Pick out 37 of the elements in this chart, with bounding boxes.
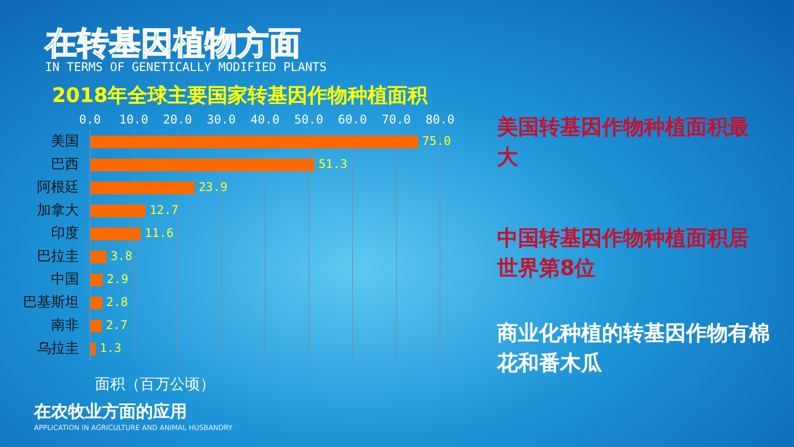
data-label: 2.7	[106, 318, 128, 332]
data-label: 11.6	[144, 226, 174, 240]
y-tick-label: 南非	[51, 318, 79, 334]
x-tick-label: 50.0	[294, 112, 324, 126]
data-label: 23.9	[198, 180, 228, 194]
data-label: 75.0	[422, 134, 452, 148]
x-tick-label: 80.0	[426, 112, 454, 126]
x-tick-label: 10.0	[119, 112, 148, 126]
x-tick-label: 30.0	[206, 112, 236, 126]
x-tick-label: 20.0	[163, 112, 192, 126]
chart-title: 2018年全球主要国家转基因作物种植面积	[52, 82, 428, 109]
y-tick-label: 中国	[51, 272, 79, 288]
y-tick-label: 巴基斯坦	[23, 294, 79, 311]
text: 商业化种植的转基因作物有棉花和番木瓜	[497, 320, 771, 377]
y-tick-label: 印度	[51, 226, 79, 242]
text: 中国转基因作物种植面积居世界第8位	[497, 225, 750, 282]
x-tick-label: 60.0	[338, 112, 367, 126]
x-axis-title: 面积（百万公顷）	[95, 375, 215, 394]
text: 在转基因植物方面	[45, 23, 301, 62]
x-tick-label: 0.0	[79, 112, 101, 126]
data-label: 12.7	[150, 203, 178, 218]
y-tick-label: 巴拉圭	[37, 248, 79, 265]
text: IN TERMS OF GENETICALLY MODIFIED PLANTS	[45, 60, 327, 74]
y-tick-label: 阿根廷	[37, 180, 79, 196]
data-label: 3.8	[110, 249, 132, 264]
x-tick-label: 70.0	[382, 112, 411, 126]
data-label: 2.8	[106, 295, 128, 310]
x-tick-label: 40.0	[250, 112, 280, 126]
y-tick-label: 美国	[51, 134, 79, 150]
y-tick-label: 乌拉圭	[37, 340, 79, 357]
y-tick-label: 加拿大	[37, 202, 79, 219]
y-tick-label: 巴西	[51, 156, 79, 173]
text: 在农牧业方面的应用	[34, 401, 187, 423]
data-label: 51.3	[318, 157, 348, 172]
text: 美国转基因作物种植面积最大	[497, 114, 750, 171]
data-label: 1.3	[100, 341, 122, 356]
data-label: 2.9	[106, 272, 128, 286]
